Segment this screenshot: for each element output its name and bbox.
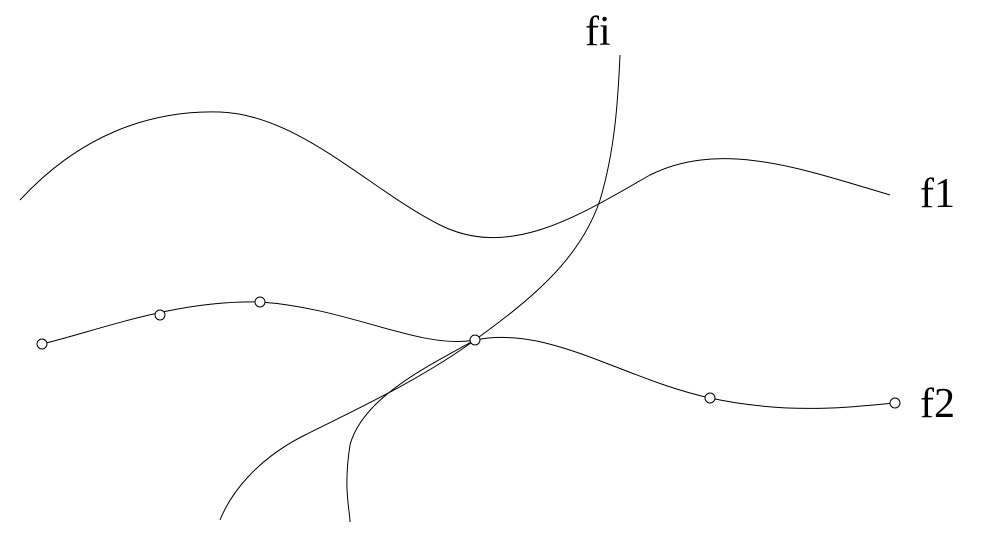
marker-group: [37, 297, 900, 408]
label-f2: f2: [920, 380, 955, 428]
diagram-canvas: [0, 0, 1000, 544]
marker-point: [155, 310, 165, 320]
label-f1: f1: [920, 170, 955, 218]
marker-point: [470, 335, 480, 345]
marker-point: [255, 297, 265, 307]
curve-fi: [347, 55, 620, 522]
label-fi: fi: [585, 8, 611, 56]
curve-f1: [20, 112, 890, 238]
curve-f2-main: [42, 302, 895, 409]
marker-point: [890, 398, 900, 408]
marker-point: [705, 393, 715, 403]
marker-point: [37, 339, 47, 349]
